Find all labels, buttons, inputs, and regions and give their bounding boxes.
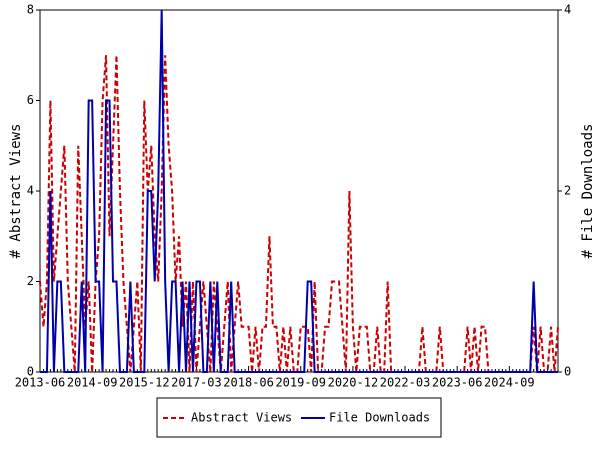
x-tick-label: 2019-09: [275, 376, 326, 390]
x-tick-label: 2020-12: [328, 376, 379, 390]
series-line: [40, 9, 558, 373]
x-tick-label: 2017-03: [171, 376, 222, 390]
x-tick-label: 2022-03: [380, 376, 431, 390]
y2-tick-label: 4: [564, 3, 571, 17]
x-tick-label: 2013-06: [15, 376, 66, 390]
y2-axis-label: # File Downloads: [580, 124, 596, 259]
series-line: [39, 55, 559, 373]
y-tick-label: 0: [27, 365, 34, 379]
y2-tick-label: 2: [564, 184, 571, 198]
x-tick-label: 2015-12: [119, 376, 170, 390]
y-tick-label: 2: [27, 274, 34, 288]
legend-label: File Downloads: [329, 411, 430, 425]
y-tick-label: 6: [27, 93, 34, 107]
y2-tick-label: 0: [564, 365, 571, 379]
legend-label: Abstract Views: [191, 411, 292, 425]
legend-box: [156, 397, 442, 438]
x-tick-label: 2014-09: [67, 376, 118, 390]
y-tick-label: 8: [27, 3, 34, 17]
x-tick-label: 2018-06: [223, 376, 274, 390]
y-axis-label: # Abstract Views: [8, 124, 24, 259]
x-tick-label: 2024-09: [484, 376, 535, 390]
y-tick-label: 4: [27, 184, 34, 198]
x-tick-label: 2023-06: [432, 376, 483, 390]
